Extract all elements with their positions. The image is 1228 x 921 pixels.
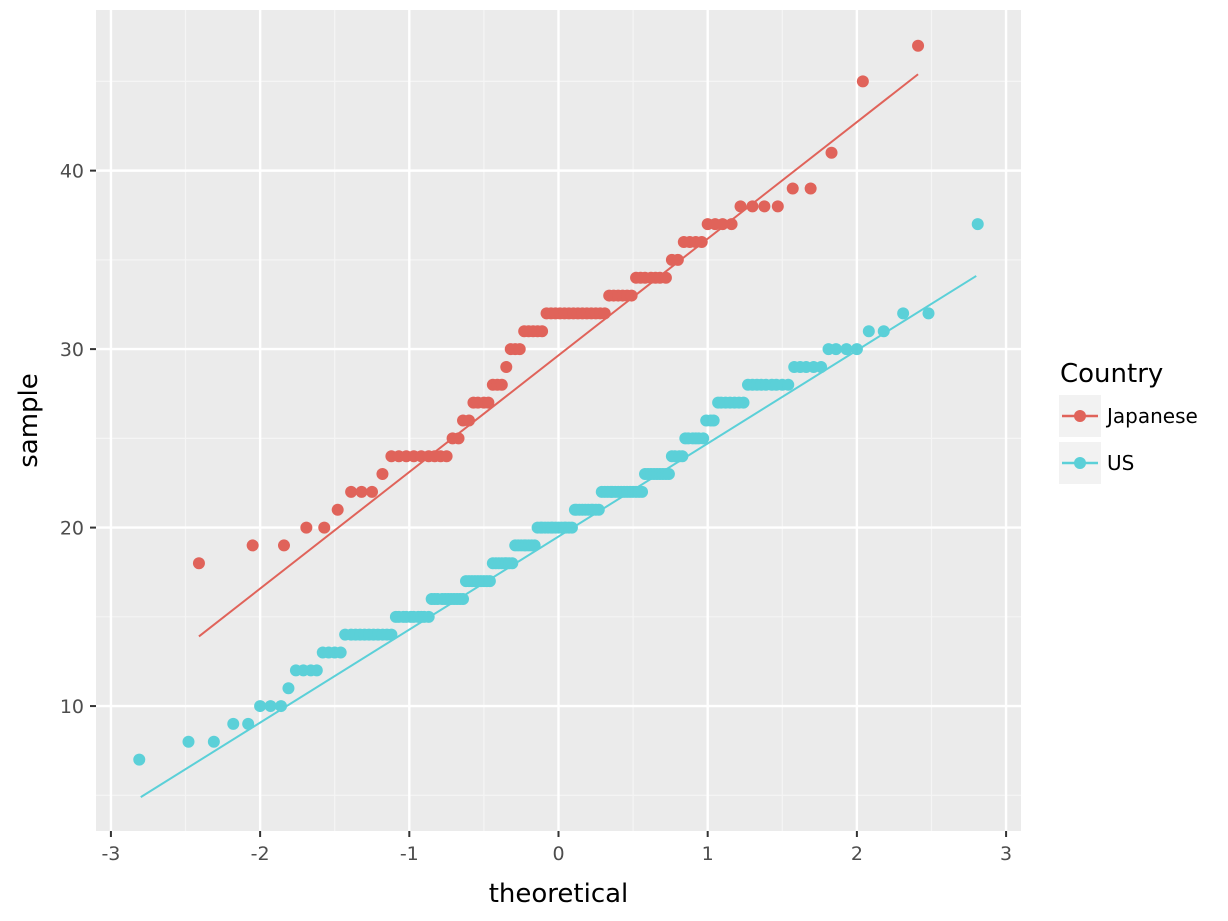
point-japanese (758, 200, 771, 213)
qq-line-japanese (198, 73, 919, 638)
point-us (707, 414, 720, 427)
legend-key-point (1074, 410, 1086, 422)
point-japanese (192, 557, 205, 570)
point-japanese (598, 307, 611, 320)
point-japanese (513, 343, 526, 356)
point-us (242, 717, 255, 730)
point-us (528, 539, 541, 552)
point-japanese (462, 414, 475, 427)
point-us (385, 628, 398, 641)
x-axis-ticks: -3 -2 -1 0 1 2 3 (101, 831, 1012, 865)
x-tick-label: -2 (251, 843, 270, 865)
point-japanese (734, 200, 747, 213)
point-japanese (716, 218, 729, 231)
point-us (207, 735, 220, 748)
point-japanese (500, 360, 513, 373)
point-us (457, 592, 470, 605)
point-us (483, 575, 496, 588)
point-us (862, 325, 875, 338)
point-us (697, 432, 710, 445)
x-tick-label: 0 (552, 843, 564, 865)
point-us (227, 717, 240, 730)
point-us (282, 682, 295, 695)
point-japanese (695, 236, 708, 249)
x-tick-label: 1 (702, 843, 714, 865)
legend-label: Japanese (1105, 404, 1198, 428)
point-us (877, 325, 890, 338)
point-japanese (536, 325, 549, 338)
point-japanese (345, 485, 358, 498)
point-japanese (277, 539, 290, 552)
point-japanese (300, 521, 313, 534)
legend: Country Japanese US (1059, 359, 1198, 484)
point-us (850, 343, 863, 356)
point-japanese (482, 396, 495, 409)
point-japanese (331, 503, 344, 516)
point-japanese (355, 485, 368, 498)
point-japanese (440, 450, 453, 463)
data-points (133, 39, 984, 766)
point-japanese (452, 432, 465, 445)
legend-item-japanese: Japanese (1059, 395, 1198, 437)
point-us (922, 307, 935, 320)
y-axis-ticks: 10 20 30 40 (60, 161, 96, 718)
point-us (310, 664, 323, 677)
point-japanese (318, 521, 331, 534)
point-us (275, 700, 287, 713)
point-japanese (786, 182, 799, 195)
point-japanese (746, 200, 759, 213)
x-tick-label: -3 (101, 843, 120, 865)
point-japanese (366, 485, 379, 498)
point-us (254, 700, 267, 713)
point-us (264, 700, 277, 713)
x-tick-label: -1 (400, 843, 419, 865)
y-tick-label: 20 (60, 518, 84, 540)
point-us (662, 468, 675, 481)
y-tick-label: 10 (60, 696, 84, 718)
y-axis-title: sample (14, 373, 44, 468)
point-us (840, 343, 853, 356)
point-us (592, 503, 605, 516)
point-us (971, 218, 984, 231)
point-japanese (659, 271, 672, 284)
legend-label: US (1107, 451, 1134, 475)
point-japanese (856, 75, 869, 88)
point-japanese (495, 378, 508, 391)
point-us (182, 735, 195, 748)
point-us (334, 646, 347, 659)
legend-items: Japanese US (1059, 395, 1198, 484)
point-japanese (804, 182, 817, 195)
point-us (897, 307, 910, 320)
point-us (676, 450, 689, 463)
point-japanese (625, 289, 638, 302)
x-axis-title: theoretical (489, 879, 629, 909)
point-japanese (825, 146, 838, 159)
point-japanese (671, 253, 684, 266)
point-japanese (246, 539, 259, 552)
point-us (422, 610, 435, 623)
point-us (506, 557, 519, 570)
point-us (737, 396, 750, 409)
point-japanese (912, 39, 925, 52)
point-japanese (771, 200, 784, 213)
legend-key-point (1074, 457, 1086, 469)
legend-title: Country (1060, 359, 1163, 389)
legend-item-us: US (1059, 442, 1134, 484)
point-us (830, 343, 842, 356)
point-japanese (725, 218, 738, 231)
point-us (636, 485, 649, 498)
x-tick-label: 2 (851, 843, 863, 865)
point-us (815, 360, 828, 373)
point-us (565, 521, 578, 534)
y-tick-label: 40 (60, 161, 84, 183)
x-tick-label: 3 (1000, 843, 1012, 865)
point-us (782, 378, 795, 391)
point-japanese (376, 468, 389, 481)
y-tick-label: 30 (60, 339, 84, 361)
point-us (133, 753, 146, 766)
